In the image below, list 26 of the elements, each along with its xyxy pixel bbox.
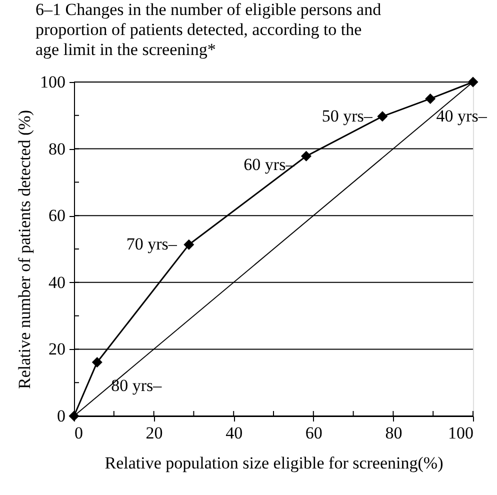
x-tick-label: 80 bbox=[385, 424, 402, 442]
y-tick-label: 20 bbox=[48, 340, 66, 359]
point bbox=[468, 76, 478, 88]
point bbox=[425, 93, 436, 104]
x-tick-label: 60 bbox=[305, 424, 322, 442]
point bbox=[300, 150, 312, 162]
y-tick-label: 60 bbox=[48, 206, 66, 226]
chart-title: 6–1 Changes in the number of eligible persons and proportion of patients detected, according to the age limit in the screening* bbox=[36, 0, 382, 59]
point bbox=[184, 239, 194, 250]
x-tick-label: 20 bbox=[146, 424, 163, 442]
y-axis-title: Relative number of patients detected (%) bbox=[15, 110, 34, 389]
annotation: 70 yrs– bbox=[126, 234, 178, 254]
y-tick-label: 100 bbox=[40, 72, 66, 92]
point bbox=[92, 356, 102, 368]
x-tick-label: 100 bbox=[448, 424, 474, 442]
point bbox=[377, 111, 388, 122]
x-tick-label: 0 bbox=[74, 424, 83, 442]
annotation: 80 yrs– bbox=[111, 376, 162, 396]
y-tick-label: 0 bbox=[57, 406, 66, 426]
x-axis-title: Relative population size eligible for screening(%) bbox=[104, 454, 444, 472]
annotation: 60 yrs– bbox=[244, 155, 295, 174]
x-tick-label: 40 bbox=[226, 424, 243, 442]
annotation: 40 yrs– bbox=[436, 106, 488, 126]
y-tick-label: 80 bbox=[48, 139, 66, 158]
annotation: 50 yrs– bbox=[322, 106, 373, 126]
y-tick-label: 40 bbox=[48, 272, 66, 292]
